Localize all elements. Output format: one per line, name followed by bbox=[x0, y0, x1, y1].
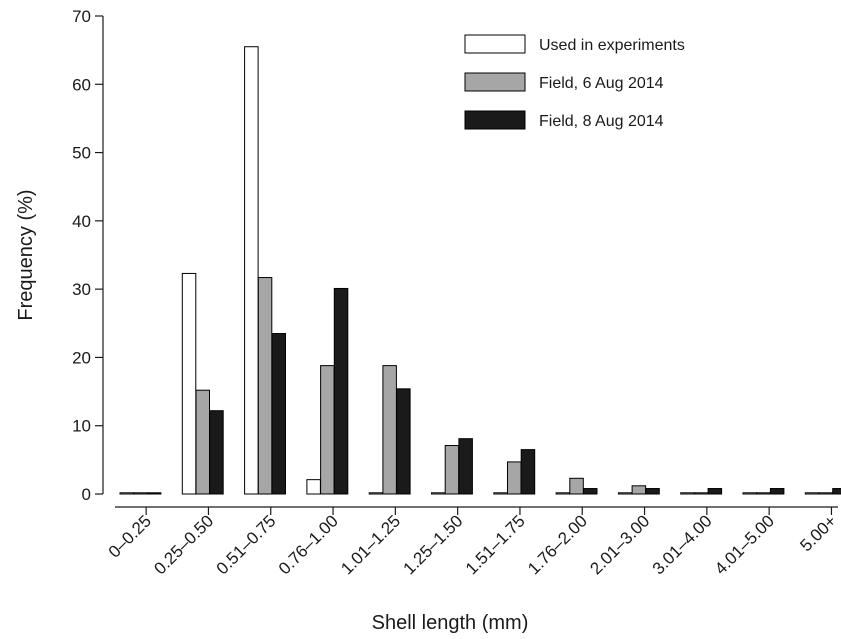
bar bbox=[444, 445, 460, 495]
bar bbox=[320, 365, 335, 495]
legend-label: Field, 6 Aug 2014 bbox=[539, 75, 664, 92]
x-tick-label: 1.76–2.00 bbox=[524, 511, 591, 578]
legend: Used in experiments Field, 6 Aug 2014 Fiel… bbox=[464, 34, 685, 130]
bars-layer bbox=[119, 46, 841, 495]
bar bbox=[645, 488, 660, 495]
y-tick-label: 0 bbox=[82, 485, 91, 504]
x-tick-label: 0.25–0.50 bbox=[150, 511, 217, 578]
bar bbox=[680, 492, 695, 495]
x-tick-label: 5.00+ bbox=[796, 511, 840, 555]
x-axis-title: Shell length (mm) bbox=[372, 612, 529, 634]
bar bbox=[431, 492, 446, 495]
legend-swatch bbox=[464, 72, 526, 92]
x-tick-label: 1.25–1.50 bbox=[400, 511, 467, 578]
bar bbox=[271, 333, 286, 495]
y-tick-label: 20 bbox=[72, 348, 91, 367]
x-tick-label: 1.01–1.25 bbox=[337, 511, 404, 578]
bar bbox=[396, 388, 411, 495]
bar bbox=[693, 492, 709, 495]
bar bbox=[507, 461, 522, 495]
legend-swatch bbox=[464, 110, 526, 130]
bar bbox=[458, 438, 473, 495]
legend-swatch bbox=[464, 34, 526, 54]
bar bbox=[133, 492, 148, 495]
bar bbox=[832, 488, 841, 495]
x-tick-label: 3.01–4.00 bbox=[649, 511, 716, 578]
legend-label: Used in experiments bbox=[539, 37, 685, 54]
x-tick-label: 2.01–3.00 bbox=[586, 511, 653, 578]
bar bbox=[119, 492, 134, 495]
y-tick-label: 10 bbox=[72, 417, 91, 436]
y-tick-label: 60 bbox=[72, 75, 91, 94]
bar bbox=[818, 492, 833, 495]
bar bbox=[617, 492, 633, 495]
bar bbox=[583, 488, 598, 495]
bar bbox=[493, 492, 508, 495]
y-tick-label: 50 bbox=[72, 144, 91, 163]
y-tick-label: 70 bbox=[72, 7, 91, 26]
bar bbox=[306, 479, 321, 495]
bar bbox=[555, 492, 571, 495]
y-tick-label: 30 bbox=[72, 280, 91, 299]
bar bbox=[244, 46, 259, 495]
y-tick-label: 40 bbox=[72, 212, 91, 231]
bar bbox=[257, 277, 273, 495]
bar bbox=[804, 492, 820, 495]
bar bbox=[209, 410, 224, 495]
bar bbox=[756, 492, 771, 495]
x-tick-label: 0.51–0.75 bbox=[213, 511, 280, 578]
x-tick-label: 4.01–5.00 bbox=[711, 511, 778, 578]
x-tick-label: 0.76–1.00 bbox=[275, 511, 342, 578]
bar bbox=[631, 485, 647, 495]
bar bbox=[569, 477, 584, 495]
x-tick-label: 1.51–1.75 bbox=[462, 511, 529, 578]
bar bbox=[146, 492, 162, 495]
bar bbox=[368, 492, 384, 495]
bar bbox=[195, 389, 210, 495]
bar bbox=[742, 492, 757, 495]
bar bbox=[382, 365, 397, 495]
bar bbox=[181, 272, 197, 495]
legend-label: Field, 8 Aug 2014 bbox=[539, 113, 664, 130]
bar bbox=[769, 488, 785, 495]
x-tick-label: 0–0.25 bbox=[105, 511, 155, 561]
y-axis-title: Frequency (%) bbox=[15, 189, 37, 320]
bar bbox=[333, 287, 349, 495]
bar bbox=[707, 488, 723, 495]
bar bbox=[520, 449, 536, 495]
